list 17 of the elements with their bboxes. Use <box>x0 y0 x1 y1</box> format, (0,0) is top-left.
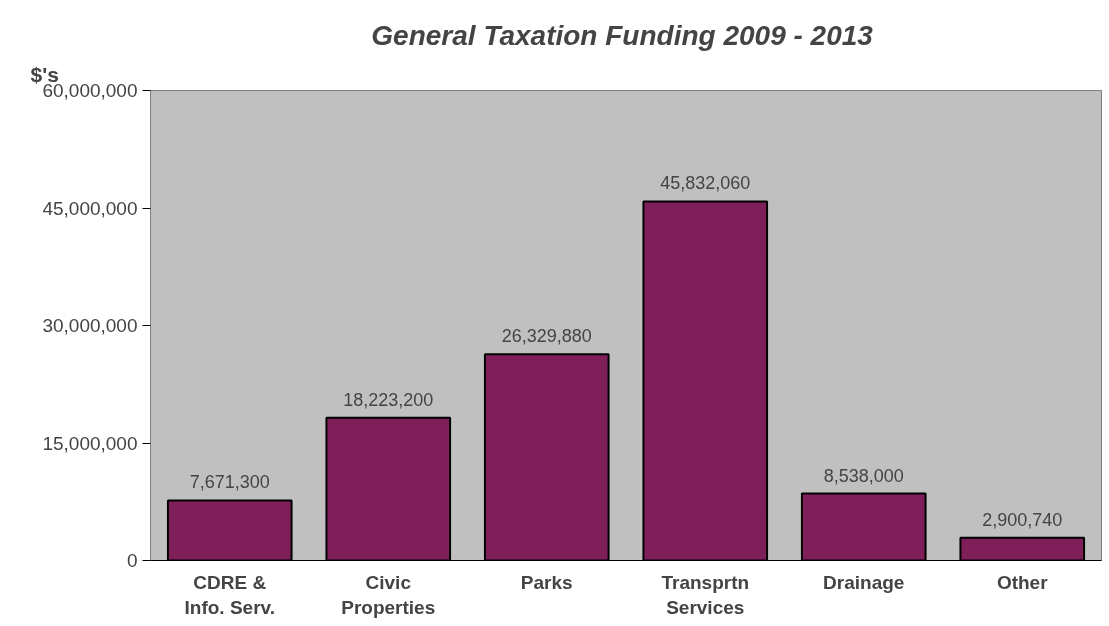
x-tick-label: Other <box>996 571 1049 593</box>
x-tick-label: Drainage <box>823 571 905 593</box>
data-label: 45,832,060 <box>660 173 751 194</box>
data-label: 18,223,200 <box>343 389 434 410</box>
x-tick-label: Transprtn Services <box>661 571 750 618</box>
y-tick-label: 0 <box>126 550 138 571</box>
data-label: 7,671,300 <box>189 472 270 493</box>
y-tick-label: 15,000,000 <box>42 432 138 454</box>
data-label: 2,900,740 <box>982 509 1063 530</box>
data-label: 26,329,880 <box>501 326 592 347</box>
x-tick-label: Civic Properties <box>341 571 436 618</box>
x-tick-label: Parks <box>520 571 573 593</box>
x-tick-label: CDRE & Info. Serv. <box>184 571 275 618</box>
data-label: 8,538,000 <box>823 465 904 486</box>
y-tick-label: 45,000,000 <box>42 197 138 219</box>
y-tick-label: 30,000,000 <box>42 315 138 336</box>
chart-title: General Taxation Funding 2009 - 2013 <box>371 19 874 51</box>
